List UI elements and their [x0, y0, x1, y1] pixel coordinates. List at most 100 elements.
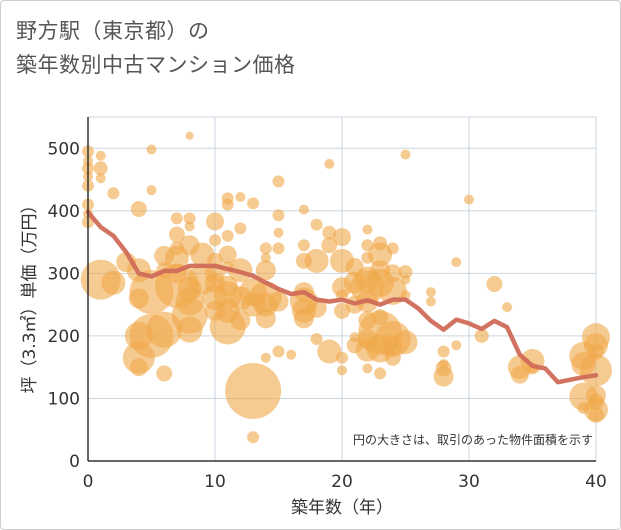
- bubble-54: [235, 192, 246, 203]
- bubble-137: [398, 265, 413, 280]
- bubble-18: [146, 185, 157, 196]
- y-axis-title: 坪（3.3㎡）単価（万円）: [20, 196, 40, 393]
- y-tick-label-1: 100: [48, 389, 80, 409]
- bubble-8: [95, 150, 106, 161]
- bubble-72: [260, 252, 271, 263]
- bubble-93: [304, 248, 329, 273]
- bubble-112: [362, 224, 373, 235]
- bubble-77: [260, 352, 271, 363]
- y-tick-label-2: 200: [48, 327, 80, 347]
- x-tick-label-1: 10: [204, 472, 226, 492]
- x-tick-label-0: 0: [83, 472, 94, 492]
- bubble-56: [218, 245, 237, 264]
- bubble-41: [176, 316, 203, 343]
- x-tick-label-3: 30: [458, 472, 480, 492]
- bubble-17: [146, 144, 157, 155]
- bubble-100: [333, 228, 351, 247]
- bubble-layer: [80, 131, 612, 444]
- chart-title: 野方駅（東京都）の 築年数別中古マンション価格: [16, 14, 296, 82]
- bubble-154: [510, 365, 529, 384]
- bubble-151: [486, 275, 503, 292]
- bubble-36: [184, 221, 195, 232]
- bubble-10: [95, 173, 106, 184]
- bubble-149: [464, 194, 474, 205]
- y-tick-labels: 0 100 200 300 400 500: [48, 139, 80, 472]
- bubble-105: [336, 351, 348, 364]
- bubble-96: [324, 158, 335, 169]
- bubble-44: [177, 277, 202, 301]
- bubble-76: [255, 308, 276, 329]
- bubble-150: [474, 328, 489, 343]
- x-tick-labels: 0 10 20 30 40: [83, 472, 607, 492]
- bubble-45: [206, 212, 224, 231]
- bubble-30: [168, 226, 185, 243]
- y-tick-label-4: 400: [48, 202, 80, 222]
- bubble-138: [400, 274, 411, 285]
- bubble-66: [247, 197, 260, 210]
- x-axis-title: 築年数（年）: [291, 498, 393, 518]
- bubble-9: [93, 161, 108, 176]
- x-tick-label-4: 40: [585, 472, 607, 492]
- bubble-23: [129, 358, 148, 377]
- bubble-92: [310, 218, 323, 231]
- bubble-95: [310, 333, 323, 346]
- bubble-13: [101, 270, 126, 295]
- bubble-140: [393, 330, 418, 355]
- bubble-80: [273, 227, 284, 238]
- bubble-46: [209, 234, 221, 247]
- bubble-85: [298, 204, 309, 215]
- bubble-83: [272, 345, 285, 358]
- bubble-79: [272, 209, 285, 222]
- axes: [87, 117, 596, 462]
- average-line-layer: [85, 209, 599, 385]
- bubble-55: [221, 229, 234, 242]
- chart-title-line1: 野方駅（東京都）の: [16, 19, 210, 43]
- bubble-152: [502, 302, 513, 313]
- y-tick-label-5: 500: [48, 139, 80, 159]
- bubble-106: [337, 365, 347, 376]
- bubble-141: [425, 287, 436, 298]
- bubble-70: [247, 431, 260, 444]
- bubble-81: [272, 242, 285, 255]
- bubble-136: [400, 149, 411, 160]
- bubble-99: [317, 339, 342, 364]
- bubble-130: [386, 242, 399, 255]
- average-price-line: [85, 209, 599, 385]
- bubble-82: [268, 291, 289, 312]
- bubble-24: [156, 365, 173, 382]
- bubble-78: [272, 175, 285, 188]
- bubble-11: [107, 187, 120, 200]
- bubble-164: [580, 354, 612, 387]
- bubble-53: [221, 198, 234, 211]
- bubble-34: [185, 131, 194, 140]
- bubble-148: [451, 340, 462, 351]
- x-tick-label-2: 20: [331, 472, 353, 492]
- bubble-129: [374, 367, 387, 380]
- y-tick-label-3: 300: [48, 264, 80, 284]
- bubble-35: [183, 212, 196, 225]
- bubble-14: [130, 200, 147, 217]
- bubble-168: [588, 406, 604, 423]
- bubble-94: [306, 297, 327, 318]
- bubble-142: [425, 296, 436, 307]
- bubble-147: [451, 257, 462, 268]
- bubble-97: [322, 225, 337, 240]
- bubble-121: [362, 363, 373, 374]
- bubble-69: [225, 362, 282, 419]
- bubble-62: [234, 222, 247, 235]
- bubble-size-note: 円の大きさは、取引のあった物件面積を示す: [353, 432, 593, 447]
- y-tick-label-0: 0: [69, 452, 80, 472]
- bubble-135: [384, 349, 401, 366]
- bubble-84: [286, 349, 297, 360]
- bubble-86: [297, 239, 310, 252]
- bubble-143: [437, 345, 450, 358]
- bubble-73: [255, 260, 276, 281]
- bubble-98: [321, 237, 338, 254]
- bubble-146: [433, 366, 454, 387]
- bubble-123: [368, 242, 393, 267]
- bubble-65: [230, 310, 251, 331]
- chart-title-line2: 築年数別中古マンション価格: [16, 53, 296, 77]
- bubble-71: [259, 242, 272, 255]
- bubble-29: [170, 212, 183, 225]
